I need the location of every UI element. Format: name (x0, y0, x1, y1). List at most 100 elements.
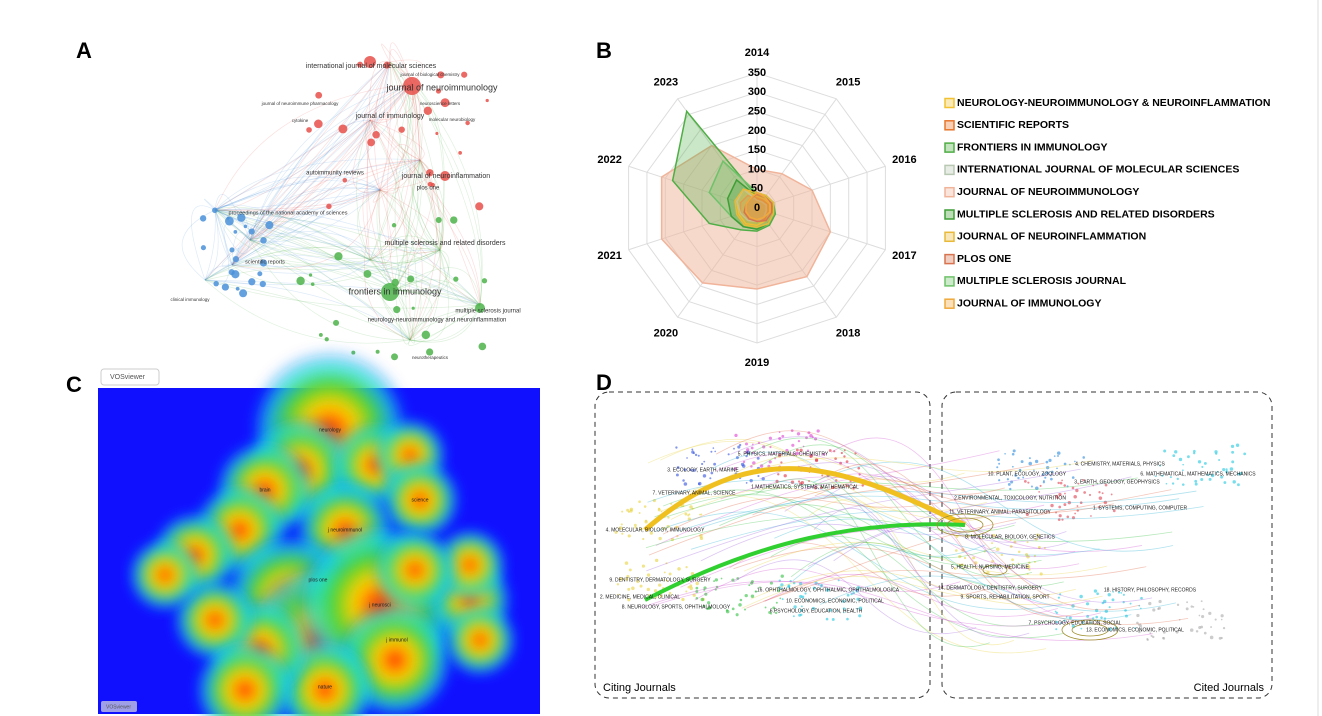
map-dot (1196, 630, 1198, 632)
panel-label: B (596, 38, 612, 63)
citing-label: 9. DENTISTRY, DERMATOLOGY, SURGERY (609, 577, 711, 583)
map-dot (1008, 483, 1011, 486)
network-node (424, 107, 432, 115)
map-dot (1215, 452, 1217, 454)
node-label: frontiers in immunology (348, 286, 442, 296)
density-blob (443, 603, 518, 678)
map-dot (777, 473, 779, 475)
map-dot (1080, 628, 1082, 630)
node-label: cytokine (292, 118, 309, 123)
category-label: 2022 (597, 154, 621, 166)
legend-label: NEUROLOGY-NEUROIMMUNOLOGY & NEUROINFLAMM… (957, 97, 1270, 109)
network-node (343, 178, 348, 183)
network-node (315, 92, 322, 99)
map-dot (677, 567, 681, 571)
r-tick-label: 100 (748, 163, 766, 175)
map-dot (996, 466, 998, 468)
cited-label: 3. EARTH, GEOLOGY, GEOPHYSICS (1074, 479, 1160, 485)
map-dot (784, 474, 787, 477)
map-dot (1191, 605, 1193, 607)
cited-label: 13. ECONOMICS, ECONOMIC, POLITICAL (1086, 627, 1184, 633)
term-label: neurology (319, 427, 341, 433)
map-dot (628, 534, 631, 537)
map-dot (1031, 486, 1033, 488)
citing-label: 3. ECOLOGY, EARTH, MARINE (667, 467, 739, 473)
network-node (376, 350, 380, 354)
map-dot (1230, 467, 1234, 471)
box-title: Cited Journals (1194, 682, 1265, 694)
node-label: journal of neuroinflammation (401, 173, 490, 180)
network-node (212, 207, 218, 213)
legend-swatch (945, 99, 954, 108)
map-dot (669, 573, 672, 576)
map-dot (955, 549, 958, 552)
panel-label: D (596, 370, 612, 395)
map-dot (1103, 600, 1106, 603)
node-label: journal of neuroimmune pharmacology (261, 101, 340, 106)
map-dot (1028, 462, 1032, 466)
network-edge (205, 210, 218, 280)
map-dot (1231, 451, 1234, 454)
map-dot (1204, 632, 1207, 635)
legend-swatch (945, 165, 954, 174)
map-dot (797, 432, 800, 435)
density-panel: VOSviewerVOSviewerneurologybrainj neuroi… (98, 348, 540, 716)
map-dot (1057, 451, 1061, 455)
map-dot (1190, 628, 1194, 632)
map-dot (1236, 444, 1239, 447)
map-dot (846, 460, 849, 463)
map-dot (1223, 627, 1225, 629)
density-blob (373, 528, 458, 613)
map-dot (1004, 453, 1006, 455)
map-dot (1193, 452, 1195, 454)
map-dot (847, 594, 850, 597)
map-dot (1225, 468, 1227, 470)
map-dot (1177, 604, 1179, 606)
network-node (213, 281, 218, 286)
map-dot (843, 455, 845, 457)
legend-label: JOURNAL OF NEUROIMMUNOLOGY (957, 186, 1139, 198)
network-node (407, 275, 414, 282)
map-dot (698, 455, 700, 457)
legend-label: MULTIPLE SCLEROSIS AND RELATED DISORDERS (957, 208, 1215, 220)
map-dot (1013, 449, 1016, 452)
map-dot (721, 578, 723, 580)
map-dot (1077, 505, 1079, 507)
network-node (422, 331, 430, 339)
logo: VOSviewer (106, 704, 131, 710)
map-dot (1086, 602, 1089, 605)
network-node (229, 269, 235, 275)
map-dot (1223, 481, 1226, 484)
map-dot (1043, 481, 1045, 483)
category-label: 2014 (745, 47, 770, 59)
map-dot (1186, 601, 1188, 603)
map-dot (1050, 504, 1053, 507)
map-dot (817, 429, 820, 432)
map-dot (1198, 460, 1201, 463)
map-dot (1054, 455, 1056, 457)
cited-label: 7. PSYCHOLOGY, EDUCATION, SOCIAL (1029, 620, 1122, 626)
map-dot (629, 568, 632, 571)
network-node (486, 99, 489, 102)
citation-curve (691, 507, 1204, 550)
map-dot (728, 453, 730, 455)
map-dot (997, 458, 1000, 461)
legend-label: JOURNAL OF IMMUNOLOGY (957, 297, 1101, 309)
map-dot (686, 457, 688, 459)
map-dot (710, 451, 712, 453)
map-dot (732, 608, 735, 611)
cited-label: 11. VETERINARY, ANIMAL, PARASITOLOGY (949, 509, 1051, 515)
node-label: clinical immunology (170, 297, 210, 302)
map-dot (1177, 478, 1179, 480)
node-label: molecular neurobiology (429, 117, 476, 122)
map-dot (713, 463, 716, 466)
category-label: 2015 (836, 77, 860, 89)
map-dot (782, 598, 784, 600)
network-edge (182, 210, 215, 280)
legend-label: MULTIPLE SCLEROSIS JOURNAL (957, 275, 1127, 287)
map-dot (1174, 450, 1177, 453)
network-node (248, 278, 255, 285)
map-dot (617, 583, 619, 585)
map-dot (1046, 461, 1049, 464)
map-dot (1163, 449, 1166, 452)
